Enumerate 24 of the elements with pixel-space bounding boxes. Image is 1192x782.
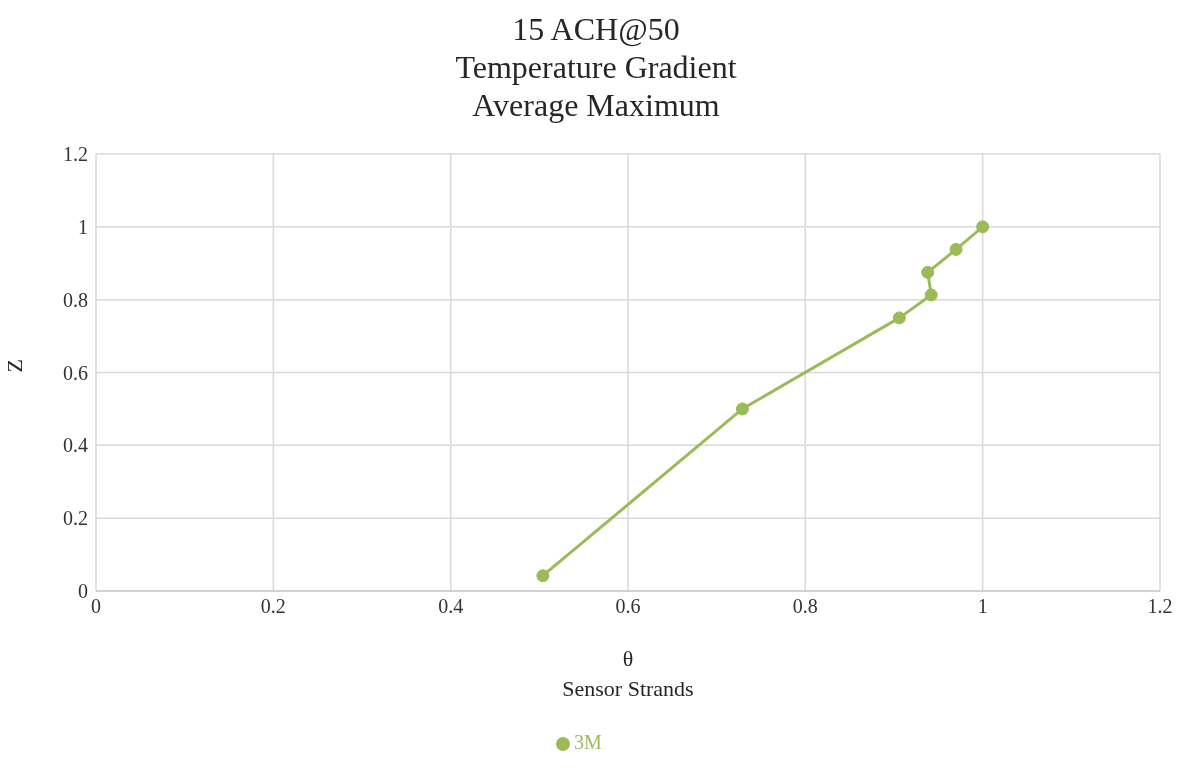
x-tick-label: 1 (977, 595, 988, 618)
point (949, 242, 963, 256)
point (921, 265, 935, 279)
y-tick-label: 1.2 (63, 143, 88, 166)
point (976, 220, 990, 234)
point (924, 288, 938, 302)
y-tick-label: 0.6 (63, 361, 88, 384)
y-tick-label: 0.2 (63, 507, 88, 530)
x-tick-label: 0.4 (438, 595, 464, 618)
chart-title: 15 ACH@50 Temperature Gradient Average Maximum (454, 10, 738, 124)
x-tick-label: 0.8 (792, 595, 818, 618)
x-tick-label: 0.6 (615, 595, 641, 618)
x-tick-label: 0.2 (260, 595, 286, 618)
y-tick-label: 1 (78, 215, 88, 238)
x-axis-title: θ Sensor Strands (562, 646, 694, 701)
y-axis-title: Z (1, 359, 27, 373)
y-tick-label: 0.8 (63, 288, 88, 311)
y-tick-label: 0.4 (63, 434, 88, 457)
legend-label: 3M (574, 731, 602, 753)
point (892, 311, 906, 325)
point (536, 569, 550, 583)
y-tick-label: 0 (78, 580, 88, 603)
point (735, 402, 749, 416)
x-tick-label: 1.2 (1147, 595, 1173, 618)
